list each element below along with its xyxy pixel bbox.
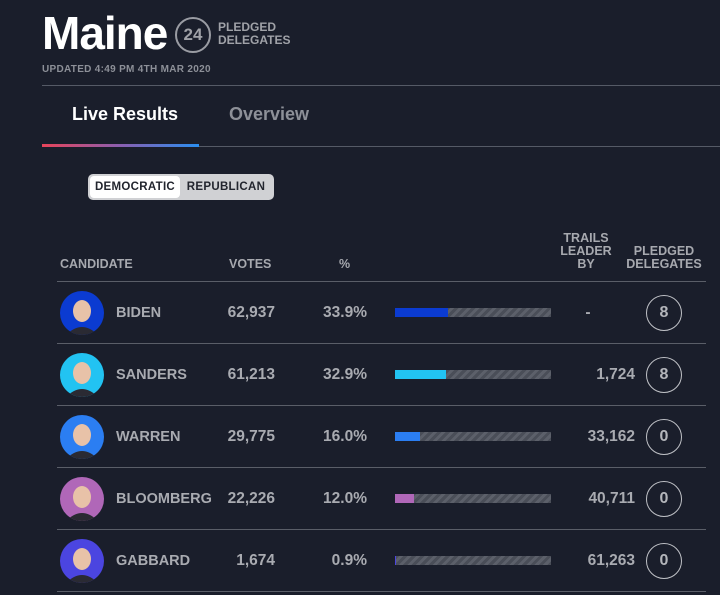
candidate-portrait-icon — [66, 548, 98, 583]
candidate-pct: 12.0% — [323, 490, 367, 507]
vote-share-fill — [395, 370, 447, 379]
trails-leader-by: 61,263 — [587, 552, 635, 569]
vote-share-bar — [395, 556, 551, 565]
delegates-label: PLEDGED DELEGATES — [218, 20, 291, 47]
trails-leader-by: - — [585, 304, 591, 321]
candidate-portrait-icon — [66, 424, 98, 459]
vote-share-fill — [395, 432, 420, 441]
republican-toggle[interactable]: REPUBLICAN — [186, 181, 266, 193]
column-header-candidate: CANDIDATE — [60, 257, 133, 271]
candidate-name: SANDERS — [116, 367, 187, 383]
delegates-count-badge: 24 — [175, 17, 211, 53]
page-title: Maine — [42, 7, 168, 59]
trails-leader-by: 40,711 — [588, 490, 635, 507]
candidate-avatar — [60, 539, 104, 583]
candidate-row: BLOOMBERG 22,226 12.0% 40,711 0 — [57, 468, 706, 530]
vote-share-fill — [395, 556, 397, 565]
tab-live-results[interactable]: Live Results — [72, 104, 179, 124]
candidate-portrait-icon — [66, 486, 98, 521]
candidate-portrait-icon — [66, 362, 98, 397]
candidate-avatar — [60, 291, 104, 335]
candidate-pct: 16.0% — [323, 428, 367, 445]
column-header-trails: TRAILS LEADER BY — [560, 231, 612, 271]
divider — [42, 85, 720, 86]
vote-share-bar — [395, 308, 551, 317]
candidate-votes: 61,213 — [227, 366, 275, 383]
pledged-delegates-badge: 0 — [646, 481, 682, 517]
vote-share-bar — [395, 432, 551, 441]
trails-leader-by: 33,162 — [587, 428, 635, 445]
vote-share-fill — [395, 494, 414, 503]
row-divider — [57, 467, 706, 468]
candidate-avatar — [60, 415, 104, 459]
row-divider — [57, 281, 706, 282]
candidate-portrait-icon — [66, 300, 98, 335]
candidate-row: BIDEN 62,937 33.9% - 8 — [57, 282, 706, 344]
trails-leader-by: 1,724 — [596, 366, 635, 383]
candidate-votes: 62,937 — [227, 304, 275, 321]
candidate-avatar — [60, 353, 104, 397]
party-toggle: DEMOCRATIC REPUBLICAN — [88, 174, 274, 200]
column-header-pct: % — [339, 257, 351, 271]
candidate-name: BIDEN — [116, 305, 162, 321]
candidate-name: WARREN — [116, 429, 181, 445]
candidate-votes: 1,674 — [236, 552, 275, 569]
pledged-delegates-badge: 0 — [646, 543, 682, 579]
pledged-delegates-badge: 0 — [646, 419, 682, 455]
candidate-avatar — [60, 477, 104, 521]
row-divider — [57, 591, 706, 592]
candidate-name: BLOOMBERG — [116, 491, 212, 507]
democratic-toggle[interactable]: DEMOCRATIC — [90, 176, 180, 198]
candidate-row: SANDERS 61,213 32.9% 1,724 8 — [57, 344, 706, 406]
tabs-divider — [42, 146, 720, 147]
column-header-votes: VOTES — [229, 257, 272, 271]
vote-share-bar — [395, 370, 551, 379]
tab-overview[interactable]: Overview — [229, 104, 310, 124]
active-tab-indicator — [42, 144, 199, 147]
column-header-delegates: PLEDGED DELEGATES — [626, 244, 702, 271]
candidate-row: WARREN 29,775 16.0% 33,162 0 — [57, 406, 706, 468]
candidate-pct: 33.9% — [323, 304, 367, 321]
pledged-delegates-badge: 8 — [646, 357, 682, 393]
vote-share-bar — [395, 494, 551, 503]
row-divider — [57, 343, 706, 344]
candidate-name: GABBARD — [116, 553, 191, 569]
candidate-votes: 29,775 — [227, 428, 275, 445]
candidate-pct: 0.9% — [331, 552, 367, 569]
row-divider — [57, 405, 706, 406]
updated-timestamp: UPDATED 4:49 PM 4TH MAR 2020 — [42, 64, 211, 75]
pledged-delegates-badge: 8 — [646, 295, 682, 331]
candidate-pct: 32.9% — [323, 366, 367, 383]
vote-share-fill — [395, 308, 448, 317]
row-divider — [57, 529, 706, 530]
candidate-votes: 22,226 — [227, 490, 275, 507]
candidate-row: GABBARD 1,674 0.9% 61,263 0 — [57, 530, 706, 592]
